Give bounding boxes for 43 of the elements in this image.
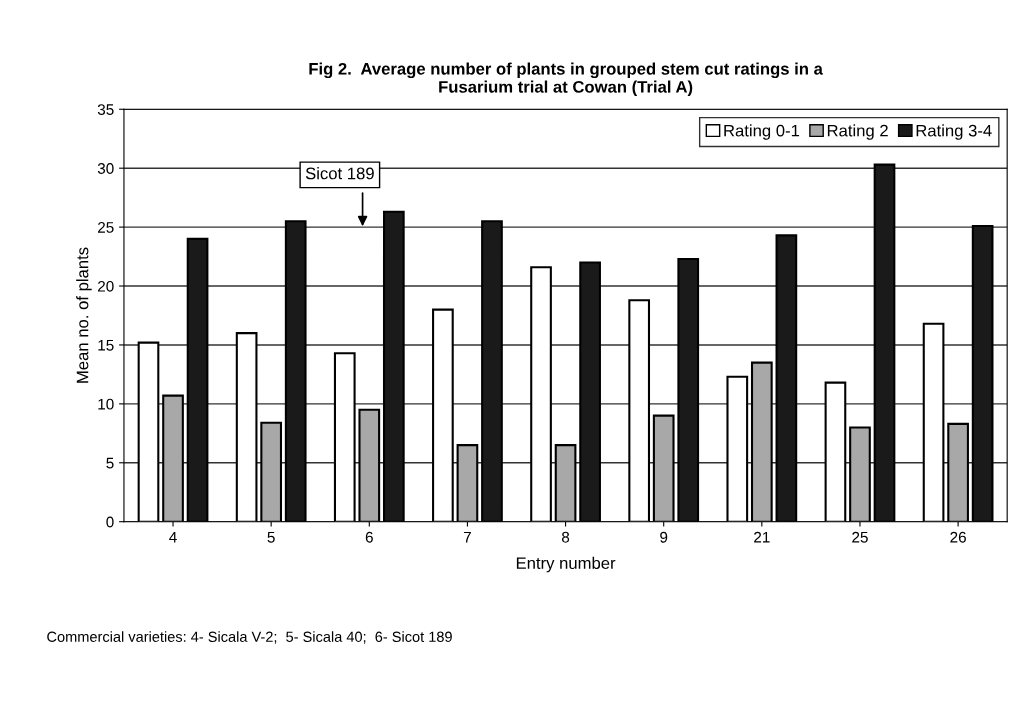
y-tick-label: 0 bbox=[106, 516, 114, 528]
text: Commercial varieties: 4- Sicala V-2; 5- Sicala 40; 6- Sicot 189 bbox=[47, 631, 452, 644]
annotation: Sicot 189 bbox=[305, 167, 374, 180]
y-tick-label: 15 bbox=[98, 339, 114, 351]
x-tick-label: 21 bbox=[754, 531, 770, 543]
bar bbox=[628, 299, 651, 522]
bar bbox=[971, 224, 994, 522]
x-tick-label: 9 bbox=[660, 531, 668, 543]
x-axis-title: Entry number bbox=[516, 556, 616, 573]
bar bbox=[432, 308, 454, 522]
x-tick-label: 25 bbox=[852, 531, 868, 543]
bar bbox=[186, 237, 209, 522]
y-tick-label: 30 bbox=[97, 163, 114, 174]
legend-label: Rating 2 bbox=[827, 124, 888, 140]
y-tick-label: 25 bbox=[98, 221, 114, 233]
bar bbox=[873, 163, 896, 522]
x-tick-label: 4 bbox=[169, 531, 177, 543]
bar bbox=[824, 381, 847, 522]
bar bbox=[333, 352, 356, 522]
bar bbox=[677, 257, 700, 522]
bar bbox=[530, 266, 552, 522]
x-tick-label: 7 bbox=[463, 531, 471, 543]
bar bbox=[579, 261, 601, 522]
y-tick-label: 10 bbox=[98, 398, 114, 410]
x-tick-label: 8 bbox=[561, 531, 570, 543]
bar bbox=[481, 220, 503, 522]
y-tick-label: 5 bbox=[106, 457, 114, 469]
x-tick-label: 5 bbox=[267, 531, 275, 543]
bar bbox=[726, 375, 749, 522]
bar bbox=[382, 210, 405, 522]
bar bbox=[922, 322, 945, 522]
bar bbox=[235, 332, 258, 522]
x-tick-label: 26 bbox=[950, 531, 966, 543]
bar bbox=[137, 341, 160, 522]
y-tick-label: 35 bbox=[97, 104, 114, 115]
bar bbox=[284, 220, 307, 522]
legend-label: Rating 0-1 bbox=[724, 124, 800, 140]
chart-title: Fig 2. Average number of plants in grouped stem cut ratings in a Fusarium trial at Cowan (Trial A) bbox=[309, 62, 823, 97]
x-tick-label: 6 bbox=[365, 531, 373, 543]
bar bbox=[775, 234, 798, 522]
y-axis-title: Mean no. of plants bbox=[76, 247, 92, 383]
y-tick-label: 20 bbox=[98, 280, 114, 292]
legend-label: Rating 3-4 bbox=[916, 124, 992, 140]
